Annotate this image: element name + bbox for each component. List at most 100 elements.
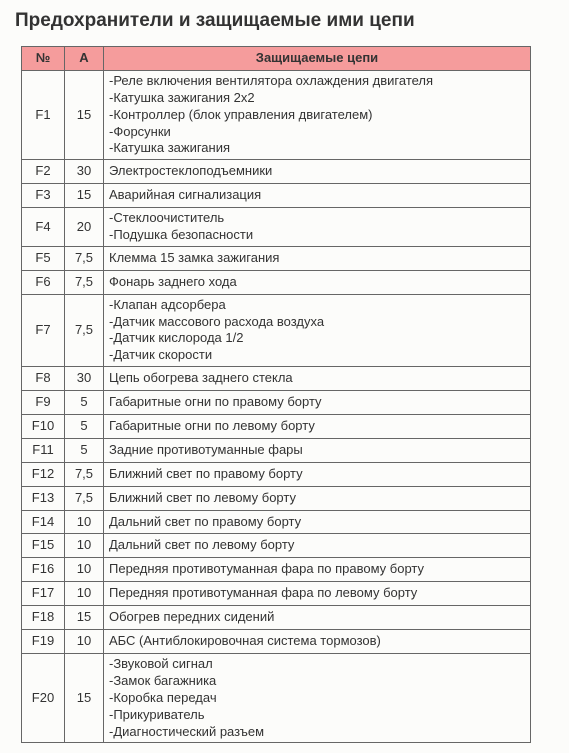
cell-circuits: Передняя противотуманная фара по правому…	[104, 558, 531, 582]
circuit-line: -Датчик массового расхода воздуха	[109, 314, 525, 331]
cell-amp: 10	[65, 510, 104, 534]
cell-number: F17	[22, 582, 65, 606]
circuit-line: Цепь обогрева заднего стекла	[109, 370, 525, 387]
circuit-line: Обогрев передних сидений	[109, 609, 525, 626]
cell-number: F8	[22, 367, 65, 391]
circuit-line: Габаритные огни по левому борту	[109, 418, 525, 435]
cell-amp: 15	[65, 606, 104, 630]
table-row: F420 -Стеклоочиститель-Подушка безопаснос…	[22, 208, 531, 247]
circuit-line: АБС (Антиблокировочная система тормозов)	[109, 633, 525, 650]
circuit-line: -Замок багажника	[109, 673, 525, 690]
circuit-line: Габаритные огни по правому борту	[109, 394, 525, 411]
circuit-line: Передняя противотуманная фара по левому …	[109, 585, 525, 602]
table-row: F1510 Дальний свет по левому борту	[22, 534, 531, 558]
cell-amp: 10	[65, 630, 104, 654]
table-row: F830 Цепь обогрева заднего стекла	[22, 367, 531, 391]
cell-amp: 5	[65, 438, 104, 462]
cell-circuits: Габаритные огни по правому борту	[104, 391, 531, 415]
table-row: F1610Передняя противотуманная фара по пр…	[22, 558, 531, 582]
circuit-line: -Звуковой сигнал	[109, 656, 525, 673]
col-header-amp: А	[65, 47, 104, 71]
circuit-line: -Подушка безопасности	[109, 227, 525, 244]
circuit-line: -Прикуриватель	[109, 707, 525, 724]
table-row: F1410Дальний свет по правому борту	[22, 510, 531, 534]
cell-amp: 15	[65, 184, 104, 208]
cell-number: F4	[22, 208, 65, 247]
cell-number: F13	[22, 486, 65, 510]
cell-circuits: Дальний свет по правому борту	[104, 510, 531, 534]
cell-number: F1	[22, 70, 65, 159]
cell-number: F18	[22, 606, 65, 630]
cell-amp: 7,5	[65, 462, 104, 486]
fuse-table: № А Защищаемые цепи F115-Реле включения …	[21, 46, 531, 743]
cell-circuits: Обогрев передних сидений	[104, 606, 531, 630]
cell-amp: 7,5	[65, 486, 104, 510]
table-row: F57,5 Клемма 15 замка зажигания	[22, 246, 531, 270]
cell-number: F6	[22, 270, 65, 294]
cell-amp: 5	[65, 391, 104, 415]
circuit-line: -Стеклоочиститель	[109, 210, 525, 227]
cell-circuits: Фонарь заднего хода	[104, 270, 531, 294]
circuit-line: Аварийная сигнализация	[109, 187, 525, 204]
table-row: F1710 Передняя противотуманная фара по ле…	[22, 582, 531, 606]
circuit-line: -Катушка зажигания 2x2	[109, 90, 525, 107]
table-row: F95 Габаритные огни по правому борту	[22, 391, 531, 415]
cell-circuits: Клемма 15 замка зажигания	[104, 246, 531, 270]
col-header-circ: Защищаемые цепи	[104, 47, 531, 71]
table-row: F115-Реле включения вентилятора охлажден…	[22, 70, 531, 159]
circuit-line: -Форсунки	[109, 124, 525, 141]
cell-amp: 20	[65, 208, 104, 247]
circuit-line: -Датчик кислорода 1/2	[109, 330, 525, 347]
cell-circuits: Передняя противотуманная фара по левому …	[104, 582, 531, 606]
cell-number: F19	[22, 630, 65, 654]
circuit-line: Задние противотуманные фары	[109, 442, 525, 459]
table-row: F1815 Обогрев передних сидений	[22, 606, 531, 630]
circuit-line: -Коробка передач	[109, 690, 525, 707]
cell-amp: 7,5	[65, 270, 104, 294]
cell-circuits: Дальний свет по левому борту	[104, 534, 531, 558]
table-row: F105 Габаритные огни по левому борту	[22, 415, 531, 439]
cell-number: F20	[22, 653, 65, 742]
cell-number: F16	[22, 558, 65, 582]
cell-number: F11	[22, 438, 65, 462]
cell-circuits: Габаритные огни по левому борту	[104, 415, 531, 439]
table-row: F127,5Ближний свет по правому борту	[22, 462, 531, 486]
cell-amp: 30	[65, 367, 104, 391]
cell-number: F2	[22, 160, 65, 184]
page-title: Предохранители и защищаемые ими цепи	[15, 10, 554, 32]
table-row: F137,5 Ближний свет по левому борту	[22, 486, 531, 510]
cell-amp: 7,5	[65, 294, 104, 367]
cell-amp: 5	[65, 415, 104, 439]
table-row: F115 Задние противотуманные фары	[22, 438, 531, 462]
circuit-line: -Датчик скорости	[109, 347, 525, 364]
circuit-line: Ближний свет по левому борту	[109, 490, 525, 507]
circuit-line: Фонарь заднего хода	[109, 274, 525, 291]
cell-number: F10	[22, 415, 65, 439]
cell-number: F9	[22, 391, 65, 415]
cell-number: F5	[22, 246, 65, 270]
table-header-row: № А Защищаемые цепи	[22, 47, 531, 71]
circuit-line: Дальний свет по левому борту	[109, 537, 525, 554]
circuit-line: Дальний свет по правому борту	[109, 514, 525, 531]
cell-circuits: Цепь обогрева заднего стекла	[104, 367, 531, 391]
table-row: F67,5 Фонарь заднего хода	[22, 270, 531, 294]
table-body: F115-Реле включения вентилятора охлажден…	[22, 70, 531, 743]
circuit-line: -Контроллер (блок управления двигателем)	[109, 107, 525, 124]
cell-circuits: -Клапан адсорбера-Датчик массового расхо…	[104, 294, 531, 367]
cell-amp: 10	[65, 582, 104, 606]
circuit-line: Клемма 15 замка зажигания	[109, 250, 525, 267]
cell-amp: 10	[65, 558, 104, 582]
cell-amp: 10	[65, 534, 104, 558]
cell-amp: 30	[65, 160, 104, 184]
table-row: F230 Электростеклоподъемники	[22, 160, 531, 184]
cell-circuits: -Реле включения вентилятора охлаждения д…	[104, 70, 531, 159]
cell-number: F15	[22, 534, 65, 558]
circuit-line: -Диагностический разъем	[109, 724, 525, 741]
cell-amp: 15	[65, 70, 104, 159]
cell-amp: 15	[65, 653, 104, 742]
cell-number: F7	[22, 294, 65, 367]
cell-circuits: Электростеклоподъемники	[104, 160, 531, 184]
circuit-line: Электростеклоподъемники	[109, 163, 525, 180]
cell-amp: 7,5	[65, 246, 104, 270]
circuit-line: -Клапан адсорбера	[109, 297, 525, 314]
